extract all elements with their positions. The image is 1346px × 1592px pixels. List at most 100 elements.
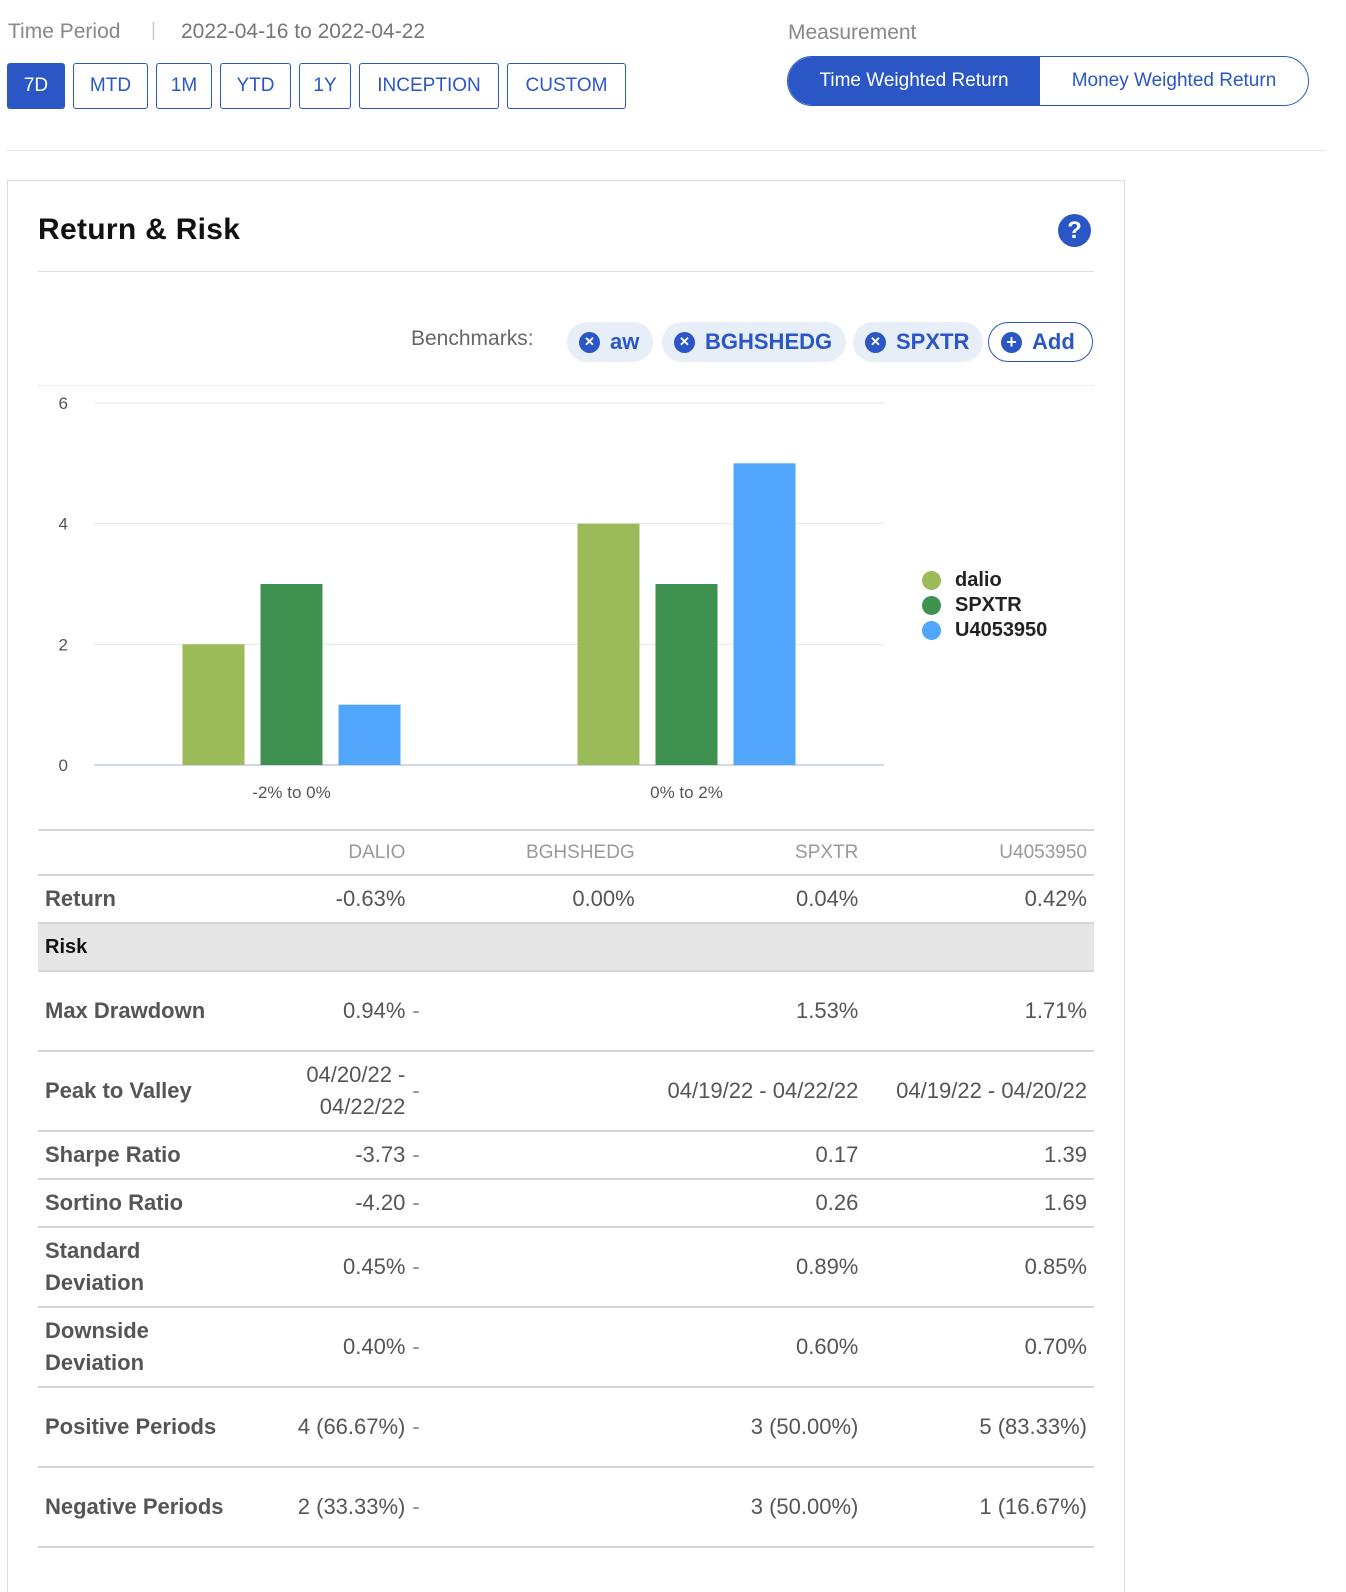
column-header-dalio: DALIO: [237, 829, 413, 876]
cell-value: 0.94%: [237, 971, 413, 1052]
remove-circle-icon[interactable]: ✕: [674, 331, 695, 353]
period-button-7d[interactable]: 7D: [7, 63, 65, 109]
cell-value: 0.89%: [641, 1227, 866, 1308]
legend-label: SPXTR: [955, 594, 1022, 616]
remove-circle-icon[interactable]: ✕: [579, 331, 600, 353]
column-header-u4053950: U4053950: [865, 829, 1094, 876]
legend-dot-icon: [922, 596, 941, 615]
cell-value: 0.42%: [865, 875, 1094, 924]
y-tick-label: 2: [59, 635, 68, 654]
cell-value: 0.85%: [865, 1227, 1094, 1308]
bar-dalio-0: [182, 644, 245, 765]
return-risk-table: DALIO BGHSHEDG SPXTR U4053950 Return -0.…: [38, 829, 1094, 1548]
cell-value: 4 (66.67%): [237, 1387, 413, 1468]
cell-value: -: [412, 1467, 642, 1548]
period-button-mtd[interactable]: MTD: [73, 63, 148, 109]
range-end: 2022-04-22: [317, 20, 426, 43]
row-label: Sharpe Ratio: [38, 1131, 238, 1180]
benchmark-chip-aw[interactable]: ✕ aw: [567, 322, 654, 362]
row-label: Downside Deviation: [38, 1307, 238, 1388]
plus-circle-icon: +: [1001, 331, 1022, 353]
return-risk-card: Return & Risk ? Benchmarks: ✕ aw ✕ BGHSH…: [7, 180, 1125, 1592]
period-button-ytd[interactable]: YTD: [220, 63, 291, 109]
time-period-label: Time Period: [8, 20, 121, 43]
benchmark-chip-label: BGHSHEDG: [705, 329, 833, 354]
time-period-range: 2022-04-16 to 2022-04-22: [181, 20, 425, 44]
bar-spxtr-0: [260, 584, 323, 765]
table-row: Max Drawdown 0.94% -1.53% 1.71%: [38, 971, 1094, 1052]
time-period-buttons: 7D MTD 1M YTD 1Y INCEPTION CUSTOM: [7, 63, 626, 109]
bar-u4053950-1: [733, 463, 796, 765]
period-button-custom[interactable]: CUSTOM: [507, 63, 626, 109]
table-row: Downside Deviation 0.40% -0.60% 0.70%: [38, 1307, 1094, 1388]
cell-value: -: [412, 971, 642, 1052]
remove-circle-icon[interactable]: ✕: [865, 331, 886, 353]
cell-value: 0.40%: [237, 1307, 413, 1388]
legend-label: dalio: [955, 569, 1002, 591]
cell-value: 0.00%: [412, 875, 642, 924]
row-label: Negative Periods: [38, 1467, 238, 1548]
chart-divider: [38, 385, 1094, 386]
period-button-1y[interactable]: 1Y: [299, 63, 351, 109]
money-weighted-return-option[interactable]: Money Weighted Return: [1071, 70, 1277, 91]
cell-value: 0.17: [641, 1131, 866, 1180]
range-to: to: [294, 20, 312, 43]
card-title: Return & Risk: [38, 213, 241, 246]
add-benchmark-button[interactable]: + Add: [988, 322, 1093, 362]
question-circle-icon[interactable]: ?: [1058, 214, 1091, 247]
cell-value: 1.69: [865, 1179, 1094, 1228]
row-label: Standard Deviation: [38, 1227, 238, 1308]
legend-item-spxtr[interactable]: SPXTR: [922, 593, 1047, 618]
table-row: Standard Deviation 0.45% -0.89% 0.85%: [38, 1227, 1094, 1308]
row-label: Sortino Ratio: [38, 1179, 238, 1228]
measurement-label: Measurement: [788, 21, 917, 44]
cell-value: 0.45%: [237, 1227, 413, 1308]
time-weighted-return-option[interactable]: Time Weighted Return: [788, 57, 1040, 105]
cell-value: 1.53%: [641, 971, 866, 1052]
cell-value: 0.60%: [641, 1307, 866, 1388]
legend-dot-icon: [922, 621, 941, 640]
cell-value: 04/19/22 - 04/22/22: [641, 1051, 866, 1132]
row-label: Positive Periods: [38, 1387, 238, 1468]
cell-value: -3.73: [237, 1131, 413, 1180]
chart-legend: dalio SPXTR U4053950: [922, 568, 1047, 643]
cell-value: -0.63%: [237, 875, 413, 924]
x-tick-label: -2% to 0%: [252, 783, 330, 802]
table-row-return: Return -0.63% 0.00% 0.04% 0.42%: [38, 875, 1094, 924]
card-title-divider: [38, 271, 1094, 272]
row-label: Peak to Valley: [38, 1051, 238, 1132]
y-tick-label: 4: [59, 515, 68, 534]
section-label: Risk: [38, 923, 1094, 972]
cell-value: 1 (16.67%): [865, 1467, 1094, 1548]
header-divider: [7, 150, 1326, 151]
cell-value: -: [412, 1051, 642, 1132]
period-button-1m[interactable]: 1M: [156, 63, 212, 109]
cell-value: 0.04%: [641, 875, 866, 924]
bar-spxtr-1: [655, 584, 718, 765]
cell-value: -: [412, 1131, 642, 1180]
cell-value: 04/19/22 - 04/20/22: [865, 1051, 1094, 1132]
time-period-separator: |: [151, 20, 156, 41]
cell-value: 3 (50.00%): [641, 1387, 866, 1468]
benchmarks-label: Benchmarks:: [411, 327, 534, 350]
legend-item-dalio[interactable]: dalio: [922, 568, 1047, 593]
histogram-chart: 0 2 4 6 -2% to 0% 0% to 2%: [59, 394, 884, 802]
period-button-inception[interactable]: INCEPTION: [359, 63, 499, 109]
row-label: Max Drawdown: [38, 971, 238, 1052]
cell-value: -: [412, 1179, 642, 1228]
range-start: 2022-04-16: [181, 20, 289, 43]
column-header-metric: [38, 829, 238, 876]
benchmark-chip-bghshedg[interactable]: ✕ BGHSHEDG: [662, 322, 847, 362]
table-row: Sharpe Ratio -3.73-0.17 1.39: [38, 1131, 1094, 1180]
legend-dot-icon: [922, 571, 941, 590]
benchmark-chip-label: aw: [610, 329, 640, 354]
measurement-toggle: Time Weighted Return Money Weighted Retu…: [787, 56, 1309, 106]
table-row: Negative Periods 2 (33.33%) -3 (50.00%) 1 (…: [38, 1467, 1094, 1548]
cell-value: 5 (83.33%): [865, 1387, 1094, 1468]
cell-value: 0.70%: [865, 1307, 1094, 1388]
benchmark-chip-spxtr[interactable]: ✕ SPXTR: [853, 322, 984, 362]
table-row: Sortino Ratio -4.20-0.26 1.69: [38, 1179, 1094, 1228]
legend-item-u4053950[interactable]: U4053950: [922, 618, 1047, 643]
table-row: Positive Periods 4 (66.67%) -3 (50.00%) 5 (…: [38, 1387, 1094, 1468]
table-section-risk: Risk: [38, 923, 1094, 972]
